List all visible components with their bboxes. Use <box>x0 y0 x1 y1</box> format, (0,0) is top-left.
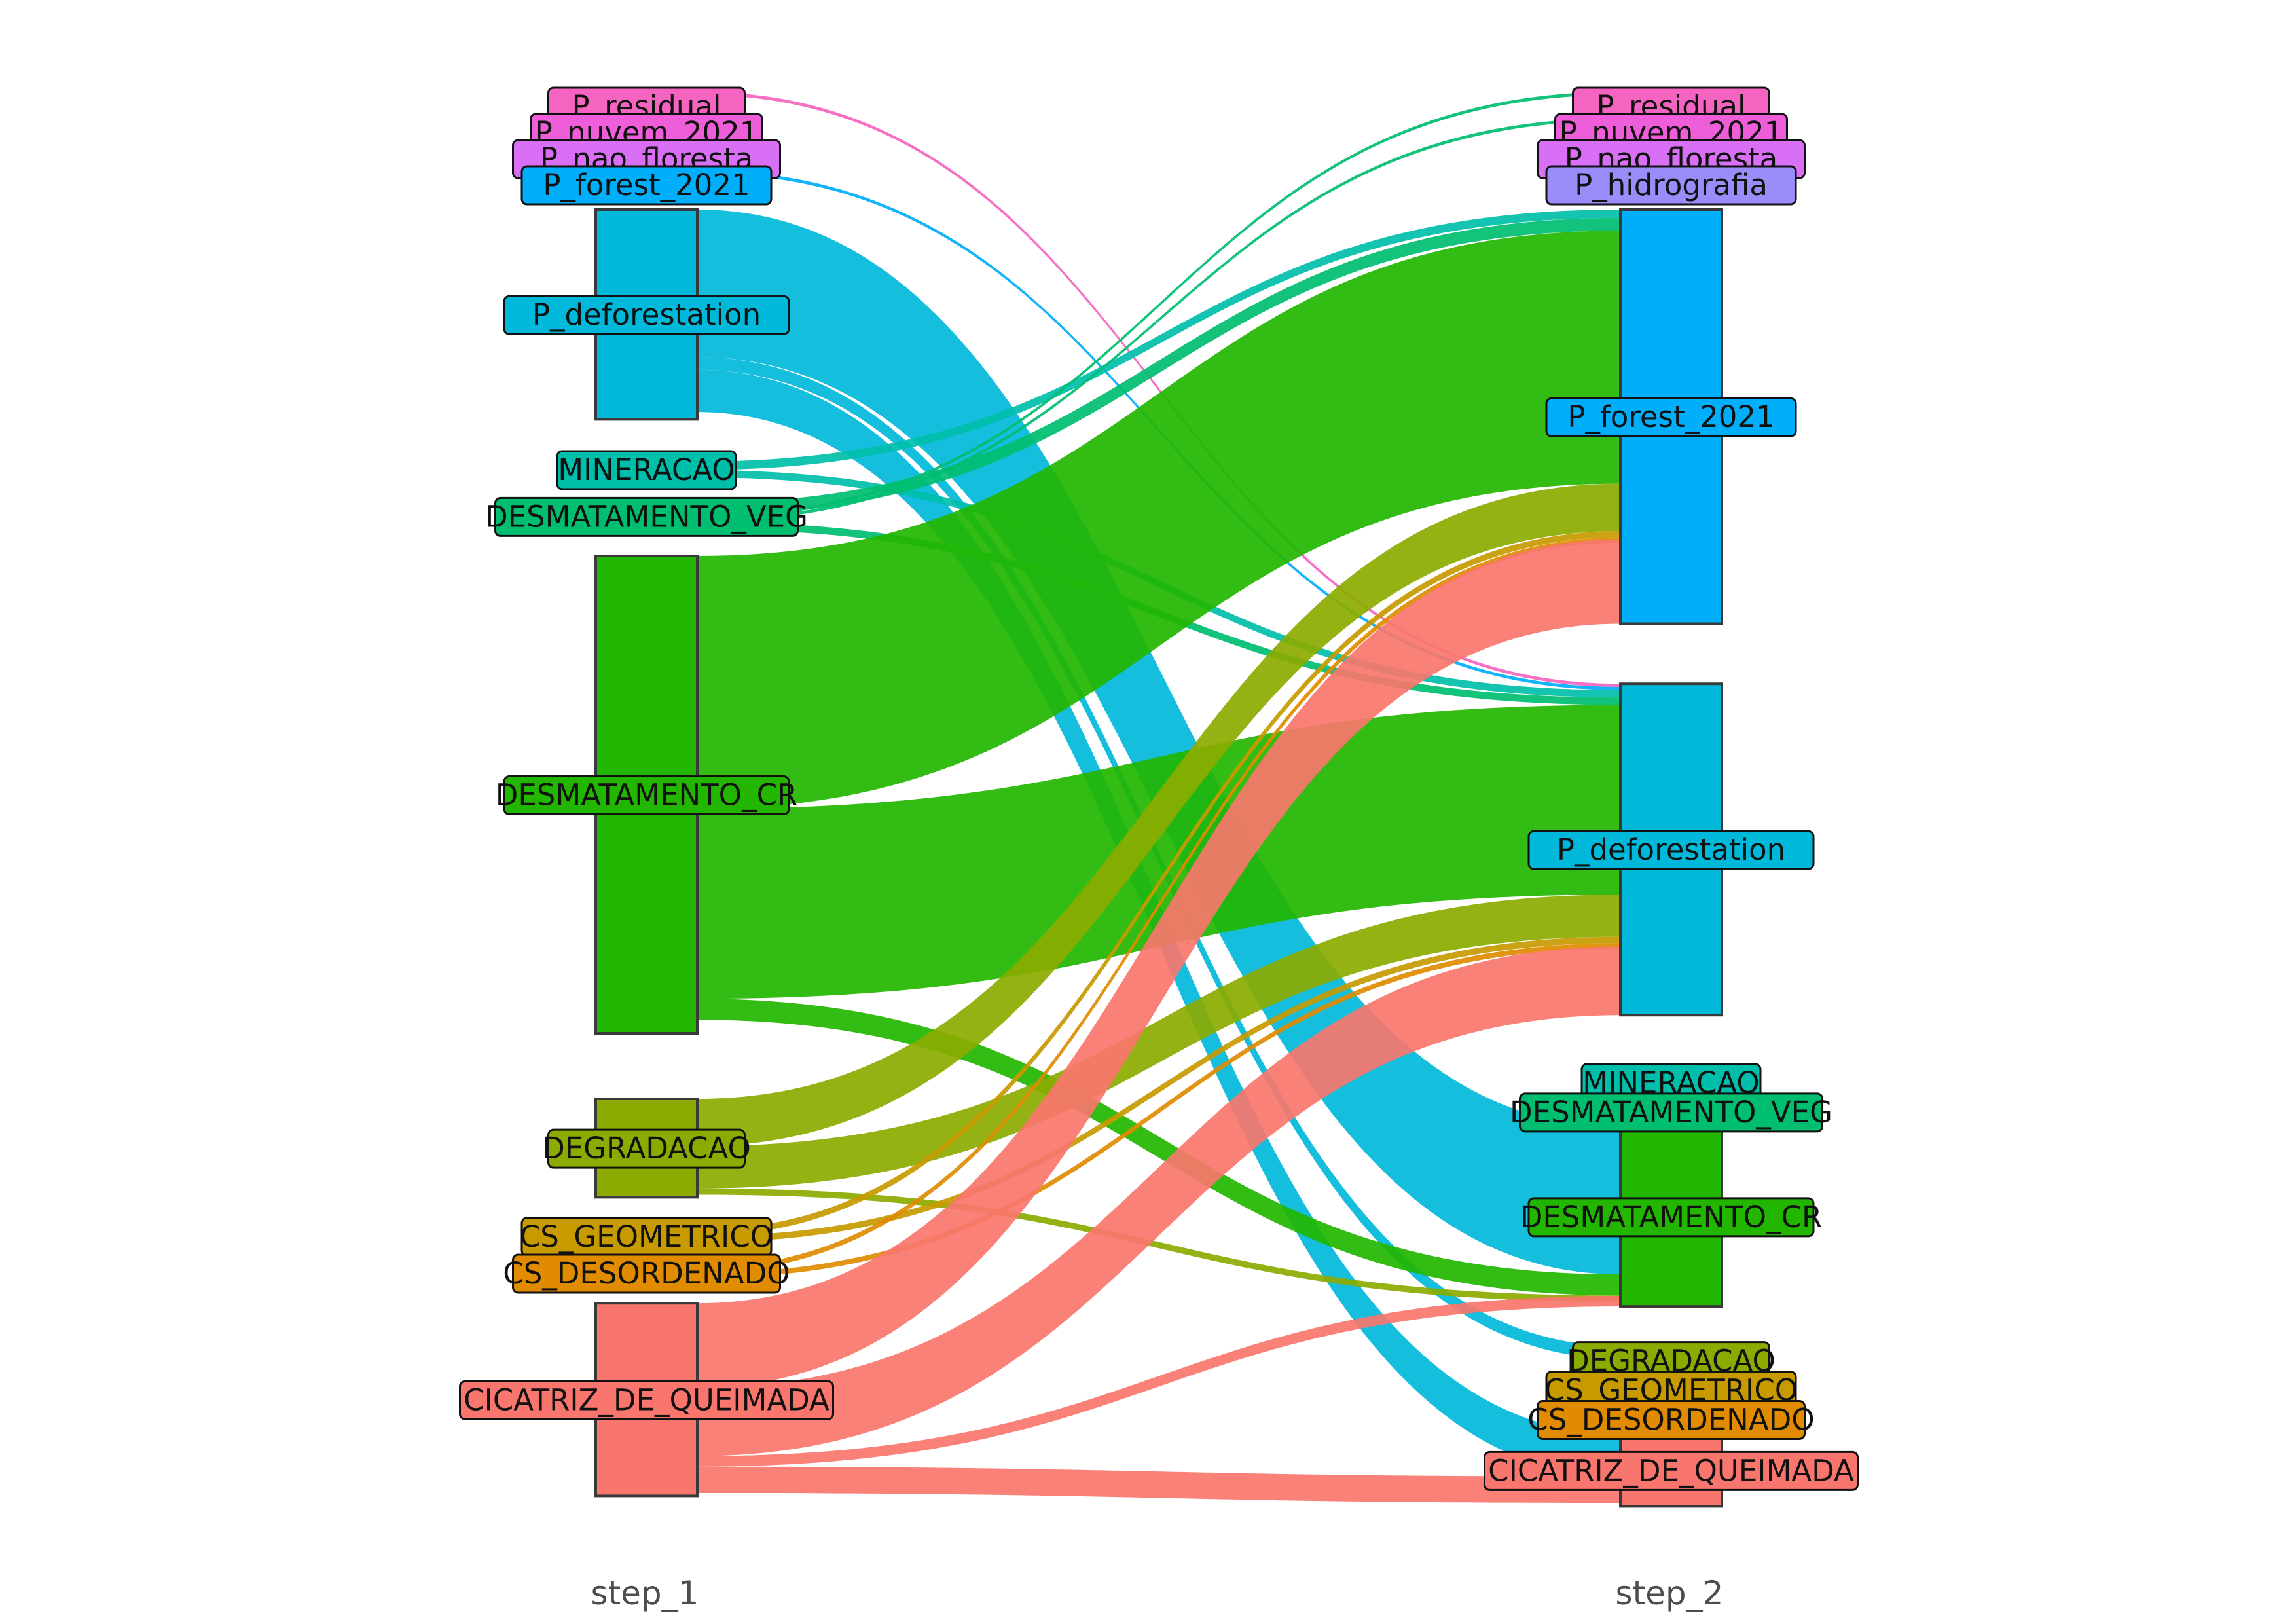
flow-desmatamento-cr-to-p-forest-2021 <box>697 231 1620 809</box>
label-step2-desmatamento-veg: DESMATAMENTO_VEG <box>1510 1095 1832 1130</box>
flow-p-deforestation-to-desmatamento-cr <box>697 210 1620 1275</box>
flow-cicatriz-de-queimada-to-cicatriz-de-queimada <box>697 1466 1620 1504</box>
label-box-step1-cs-desordenado <box>512 1253 781 1294</box>
flow-desmatamento-veg-to-p-forest-2021 <box>697 217 1620 516</box>
flow-degradacao-to-p-deforestation <box>697 895 1620 1189</box>
flow-cs-desordenado-to-p-deforestation <box>697 943 1620 1278</box>
label-step1-p-deforestation: P_deforestation <box>532 297 761 332</box>
flow-degradacao-to-desmatamento-cr <box>697 1188 1620 1302</box>
flow-mineracao-to-p-forest-2021 <box>697 210 1620 470</box>
label-step1-mineracao: MINERACAO <box>558 452 735 487</box>
label-step2-cicatriz-de-queimada: CICATRIZ_DE_QUEIMADA <box>1488 1453 1854 1488</box>
flow-cs-geometrico-to-p-forest-2021 <box>697 531 1620 1236</box>
label-step1-desmatamento-cr: DESMATAMENTO_CR <box>496 777 798 812</box>
label-step2-p-deforestation: P_deforestation <box>1557 832 1785 867</box>
axis-label-step-2: step_2 <box>1616 1574 1724 1612</box>
label-box-step1-p-forest-2021 <box>520 165 773 206</box>
label-step1-desmatamento-veg: DESMATAMENTO_VEG <box>485 499 808 534</box>
label-step2-desmatamento-cr: DESMATAMENTO_CR <box>1520 1200 1823 1234</box>
flows-layer <box>697 92 1620 1504</box>
label-step1-cs-geometrico: CS_GEOMETRICO <box>520 1219 773 1254</box>
label-box-step2-desmatamento-veg <box>1519 1092 1823 1133</box>
label-step1-cicatriz-de-queimada: CICATRIZ_DE_QUEIMADA <box>464 1382 829 1417</box>
label-step1-cs-desordenado: CS_DESORDENADO <box>503 1256 790 1291</box>
label-step2-p-forest-2021: P_forest_2021 <box>1567 399 1774 434</box>
label-step1-degradacao: DEGRADACAO <box>542 1131 751 1166</box>
label-box-step1-mineracao <box>556 450 737 490</box>
flow-cicatriz-de-queimada-to-desmatamento-cr <box>697 1295 1620 1467</box>
flow-p-residual-to-p-deforestation <box>697 92 1620 688</box>
flow-cs-desordenado-to-p-forest-2021 <box>697 537 1620 1273</box>
label-step1-p-forest-2021: P_forest_2021 <box>543 168 750 202</box>
label-box-step2-cs-desordenado <box>1537 1399 1806 1440</box>
label-box-step2-p-hidrografia <box>1545 165 1797 206</box>
label-box-step1-desmatamento-veg <box>494 496 799 537</box>
flow-degradacao-to-p-forest-2021 <box>697 483 1620 1147</box>
label-step2-cs-desordenado: CS_DESORDENADO <box>1527 1402 1814 1437</box>
flow-cicatriz-de-queimada-to-p-forest-2021 <box>697 539 1620 1388</box>
label-box-step1-degradacao <box>547 1128 746 1169</box>
flow-cicatriz-de-queimada-to-p-deforestation <box>697 946 1620 1456</box>
label-step2-p-hidrografia: P_hidrografia <box>1575 168 1768 202</box>
flow-desmatamento-cr-to-p-deforestation <box>697 705 1620 999</box>
flow-desmatamento-cr-to-desmatamento-cr <box>697 999 1620 1296</box>
label-box-step1-desmatamento-cr <box>503 775 790 815</box>
label-box-step1-p-deforestation <box>503 295 790 335</box>
flow-cs-geometrico-to-p-deforestation <box>697 936 1620 1243</box>
label-box-step2-p-deforestation <box>1527 830 1815 870</box>
flow-desmatamento-veg-to-p-nuvem-2021 <box>697 118 1620 522</box>
label-box-step2-desmatamento-cr <box>1527 1197 1815 1238</box>
flow-desmatamento-veg-to-p-residual <box>697 92 1620 519</box>
label-box-step2-cicatriz-de-queimada <box>1484 1450 1859 1491</box>
label-box-step2-p-forest-2021 <box>1545 397 1797 437</box>
label-box-step1-cicatriz-de-queimada <box>459 1380 834 1420</box>
labels-layer: P_residualP_nuvem_2021P_nao_florestaP_fo… <box>459 86 1859 1491</box>
axis-label-step-1: step_1 <box>591 1574 699 1612</box>
